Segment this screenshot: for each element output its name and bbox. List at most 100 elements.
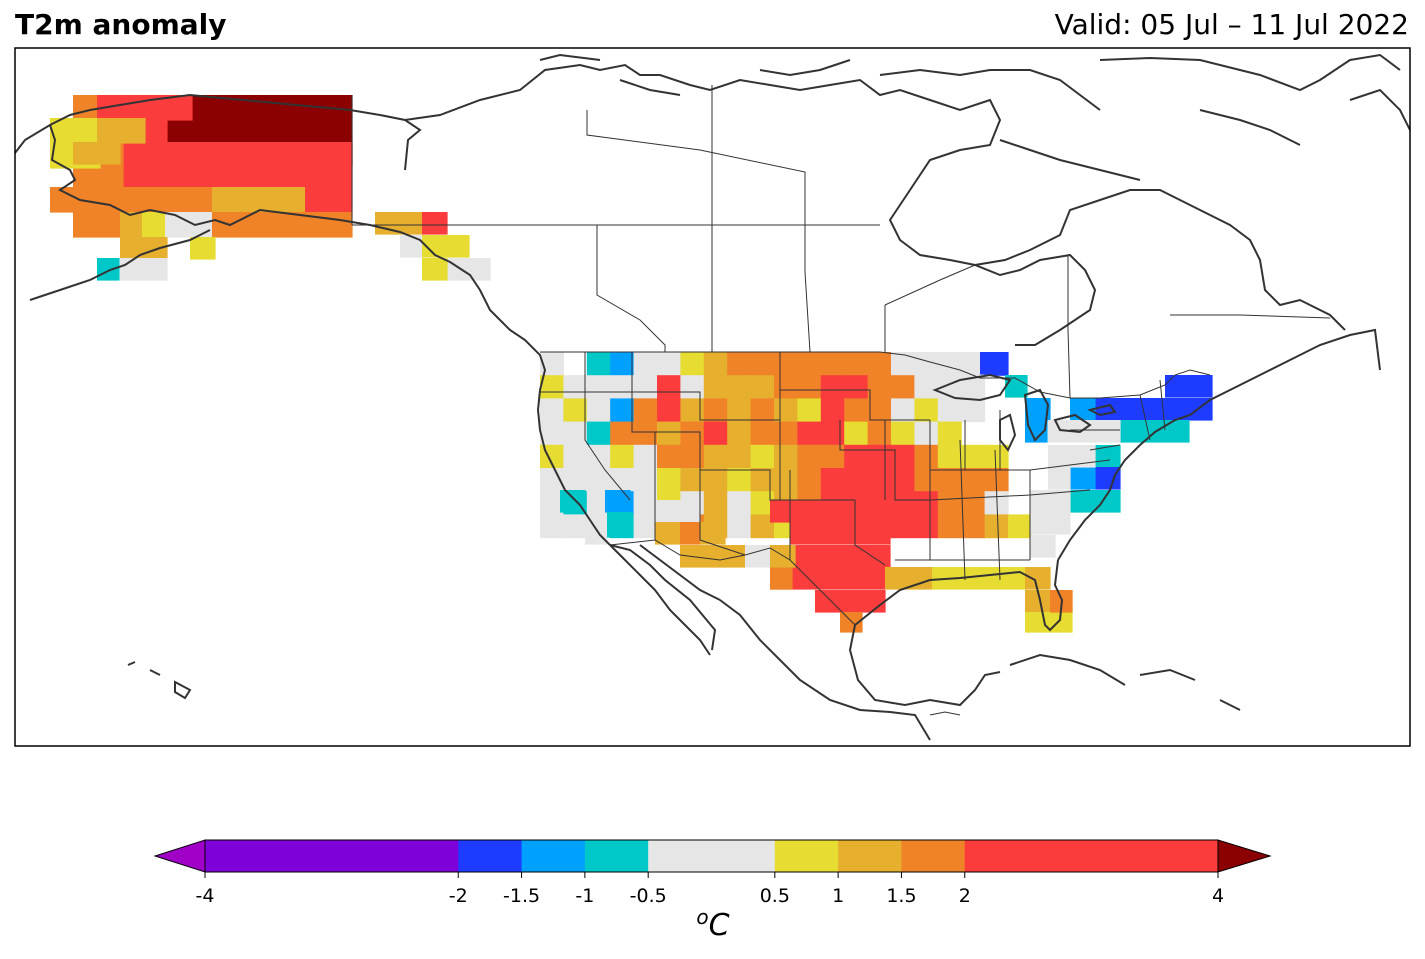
anomaly-cell bbox=[655, 522, 681, 545]
anomaly-cell bbox=[73, 95, 99, 121]
colorbar-tick-label: 0.5 bbox=[759, 885, 790, 907]
anomaly-cell bbox=[703, 491, 728, 515]
anomaly-cell bbox=[961, 468, 986, 492]
anomaly-cell bbox=[120, 237, 168, 260]
colorbar-bin bbox=[838, 840, 902, 872]
anomaly-cell bbox=[750, 352, 775, 376]
anomaly-cell bbox=[774, 421, 798, 446]
anomaly-cell bbox=[1070, 490, 1096, 513]
anomaly-cell bbox=[727, 514, 752, 539]
anomaly-cell bbox=[867, 352, 892, 376]
anomaly-cell bbox=[797, 444, 822, 469]
anomaly-cell bbox=[750, 375, 775, 399]
anomaly-cell bbox=[703, 352, 728, 376]
anomaly-cell bbox=[891, 375, 915, 399]
anomaly-cell bbox=[610, 375, 635, 399]
colorbar-under-arrow bbox=[153, 839, 206, 873]
anomaly-cell bbox=[1048, 445, 1096, 468]
anomaly-cell bbox=[774, 398, 798, 423]
anomaly-cell bbox=[867, 444, 892, 469]
anomaly-cell bbox=[563, 444, 588, 469]
anomaly-cell bbox=[937, 398, 962, 423]
anomaly-cell bbox=[820, 444, 845, 469]
anomaly-cell bbox=[586, 421, 611, 446]
anomaly-cell bbox=[844, 352, 869, 376]
anomaly-cell bbox=[891, 398, 915, 423]
anomaly-cell bbox=[844, 468, 869, 492]
anomaly-cell bbox=[703, 375, 728, 399]
anomaly-cell bbox=[937, 514, 962, 539]
anomaly-cell bbox=[770, 567, 793, 590]
anomaly-cell bbox=[774, 375, 798, 399]
colorbar-bin bbox=[458, 840, 523, 872]
anomaly-cell bbox=[937, 444, 962, 469]
anomaly-cell bbox=[770, 500, 891, 523]
anomaly-cell bbox=[657, 398, 681, 423]
anomaly-cell bbox=[914, 421, 939, 446]
anomaly-cell bbox=[797, 421, 822, 446]
anomaly-cell bbox=[1095, 398, 1166, 421]
anomaly-cell bbox=[605, 490, 631, 513]
anomaly-cell bbox=[610, 398, 635, 423]
anomaly-cell bbox=[867, 375, 892, 399]
anomaly-cell bbox=[770, 567, 886, 590]
anomaly-cell bbox=[844, 375, 869, 399]
anomaly-cell bbox=[607, 512, 633, 538]
valid-period: Valid: 05 Jul – 11 Jul 2022 bbox=[1054, 8, 1409, 41]
anomaly-cell bbox=[657, 444, 681, 469]
anomaly-cell bbox=[586, 491, 611, 515]
anomaly-cell bbox=[727, 375, 752, 399]
anomaly-cell bbox=[1095, 445, 1121, 468]
anomaly-cell bbox=[1165, 398, 1213, 421]
anomaly-cell bbox=[633, 352, 658, 376]
colorbar-tick-label: -1 bbox=[575, 885, 595, 907]
colorbar-bin bbox=[521, 840, 586, 872]
anomaly-cell bbox=[657, 375, 681, 399]
anomaly-cell bbox=[727, 421, 752, 446]
anomaly-cell bbox=[820, 421, 845, 446]
anomaly-cell bbox=[1048, 420, 1071, 443]
anomaly-cell bbox=[891, 444, 915, 469]
anomaly-cell bbox=[750, 468, 775, 492]
map-title: T2m anomaly bbox=[15, 8, 227, 41]
anomaly-cell bbox=[633, 514, 658, 539]
anomaly-cell bbox=[1025, 398, 1051, 421]
anomaly-cell bbox=[820, 352, 845, 376]
anomaly-cell bbox=[657, 352, 681, 376]
anomaly-cell bbox=[891, 352, 915, 376]
anomaly-cell bbox=[1142, 420, 1190, 443]
anomaly-cell bbox=[980, 352, 1006, 375]
anomaly-cell bbox=[937, 491, 962, 515]
anomaly-cell bbox=[937, 421, 962, 446]
anomaly-cells bbox=[50, 95, 1213, 633]
anomaly-cell bbox=[700, 522, 726, 545]
anomaly-cell bbox=[540, 375, 564, 399]
anomaly-cell bbox=[422, 258, 448, 281]
anomaly-cell bbox=[165, 120, 191, 143]
anomaly-cell bbox=[891, 421, 915, 446]
anomaly-cell bbox=[610, 444, 635, 469]
anomaly-cell bbox=[540, 514, 564, 539]
colorbar-tick-label: 1.5 bbox=[886, 885, 917, 907]
anomaly-cell bbox=[1165, 375, 1213, 398]
anomaly-cell bbox=[914, 468, 939, 492]
anomaly-cell bbox=[750, 491, 775, 515]
anomaly-cell bbox=[657, 421, 681, 446]
anomaly-cell bbox=[797, 398, 822, 423]
anomaly-cell bbox=[984, 444, 1009, 469]
colorbar-tick-label: 4 bbox=[1211, 885, 1225, 907]
colorbar-bin bbox=[205, 840, 459, 872]
anomaly-cell bbox=[305, 187, 353, 213]
anomaly-cell bbox=[750, 444, 775, 469]
anomaly-cell bbox=[937, 352, 962, 376]
anomaly-cell bbox=[914, 514, 939, 539]
anomaly-cell bbox=[97, 95, 193, 121]
anomaly-cell bbox=[727, 468, 752, 492]
anomaly-cell bbox=[120, 142, 353, 188]
anomaly-cell bbox=[610, 421, 635, 446]
anomaly-cell bbox=[703, 468, 728, 492]
anomaly-cell bbox=[120, 187, 216, 213]
anomaly-cell bbox=[1030, 535, 1056, 558]
anomaly-cell bbox=[1095, 490, 1121, 513]
anomaly-cell bbox=[680, 522, 703, 545]
